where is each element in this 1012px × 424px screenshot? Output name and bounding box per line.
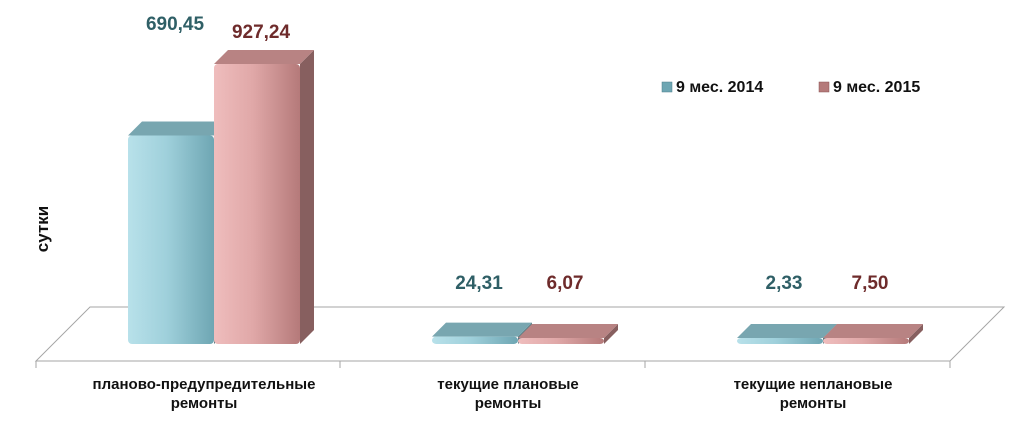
bar-2015-cat-0: [214, 50, 314, 344]
legend-label-2014: 9 мес. 2014: [676, 79, 763, 96]
bar-side-face: [300, 50, 314, 344]
bar-top-face: [128, 121, 228, 136]
category-label-0-line-0: планово-предупредительные: [93, 376, 316, 393]
bar-top-face: [518, 324, 618, 338]
bar-side-face: [604, 324, 618, 344]
bar-front-face: [737, 338, 823, 344]
labels-layer: 690,45 927,24 планово-предупредительные рем…: [93, 14, 893, 412]
bar-2014-cat-1: [432, 322, 532, 344]
category-label-2-line-0: текущие неплановые: [734, 376, 893, 393]
data-label-2014-cat-2: 2,33: [766, 273, 803, 294]
category-label-0-line-1: ремонты: [171, 395, 238, 412]
bar-top-face: [214, 50, 314, 64]
legend-swatch-2015: [818, 81, 830, 93]
category-label-1-line-1: ремонты: [475, 395, 542, 412]
data-label-2015-cat-1: 6,07: [547, 273, 584, 294]
bar-side-face: [909, 324, 923, 344]
bar-front-face: [214, 64, 300, 344]
bar-front-face: [518, 338, 604, 344]
legend-label-2015: 9 мес. 2015: [833, 79, 920, 96]
bar-2015-cat-2: [823, 324, 923, 344]
bar-front-face: [432, 336, 518, 344]
data-label-2014-cat-0: 690,45: [146, 14, 205, 35]
bar-2015-cat-1: [518, 324, 618, 344]
data-label-2014-cat-1: 24,31: [455, 273, 503, 294]
y-axis-title: сутки: [33, 206, 52, 252]
bar-top-face: [737, 324, 837, 338]
category-label-2-line-1: ремонты: [780, 395, 847, 412]
bar-top-face: [432, 322, 532, 337]
bar-front-face: [128, 135, 214, 344]
bar-top-face: [823, 324, 923, 338]
data-label-2015-cat-0: 927,24: [232, 22, 291, 43]
data-label-2015-cat-2: 7,50: [852, 273, 889, 294]
legend-swatch-2014: [661, 81, 673, 93]
bars-layer: [128, 50, 923, 344]
category-label-1-line-0: текущие плановые: [437, 376, 578, 393]
bar-front-face: [823, 338, 909, 344]
bar-2014-cat-0: [128, 121, 228, 344]
legend: 9 мес. 2014 9 мес. 2015: [661, 79, 920, 96]
bar-2014-cat-2: [737, 324, 837, 344]
